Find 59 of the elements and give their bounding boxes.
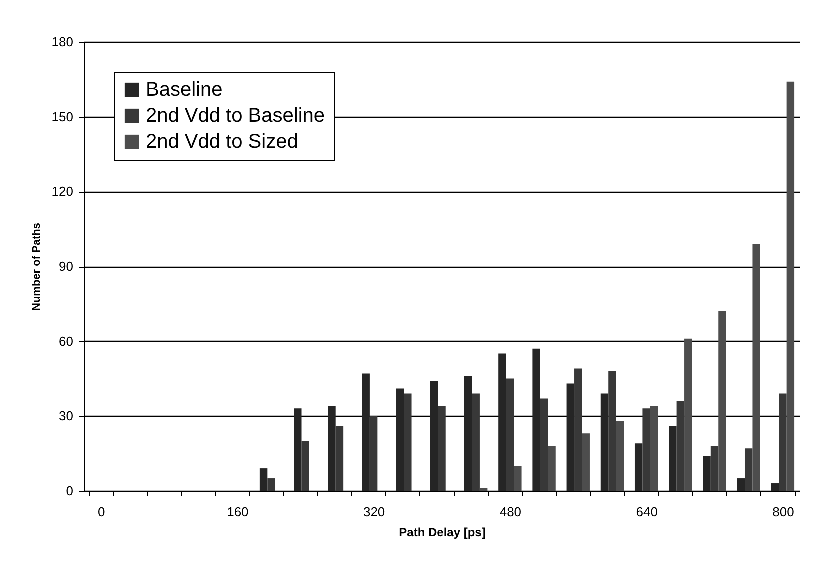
bar bbox=[574, 368, 582, 491]
legend-label: 2nd Vdd to Sized bbox=[146, 131, 298, 153]
bar bbox=[634, 444, 643, 491]
bar bbox=[370, 416, 378, 491]
y-tick-label: 60 bbox=[59, 334, 74, 349]
bar bbox=[430, 381, 438, 491]
x-tick-label: 320 bbox=[363, 504, 386, 520]
x-axis-title: Path Delay [ps] bbox=[399, 526, 486, 540]
legend-label: Baseline bbox=[146, 79, 223, 101]
bar bbox=[600, 394, 609, 491]
y-tick-label: 30 bbox=[59, 408, 74, 424]
bar bbox=[771, 484, 780, 491]
x-tick-label: 0 bbox=[98, 504, 106, 520]
bar bbox=[396, 388, 404, 491]
bar bbox=[650, 406, 658, 491]
x-tick-label: 800 bbox=[772, 504, 794, 520]
y-tick-label: 180 bbox=[52, 34, 74, 50]
bar bbox=[294, 408, 302, 491]
bar bbox=[302, 441, 310, 491]
bar bbox=[642, 408, 650, 491]
bar bbox=[710, 446, 719, 491]
bar bbox=[336, 426, 344, 491]
bar bbox=[616, 421, 624, 491]
y-tick-label: 90 bbox=[59, 259, 74, 274]
bar bbox=[498, 354, 506, 491]
bar bbox=[737, 478, 745, 491]
x-tick-label: 160 bbox=[227, 504, 249, 520]
bar bbox=[506, 378, 514, 491]
bar bbox=[786, 82, 795, 491]
bar bbox=[548, 446, 556, 491]
bar bbox=[752, 244, 760, 491]
bar bbox=[718, 311, 726, 491]
x-tick-label: 480 bbox=[500, 504, 522, 520]
bar bbox=[744, 448, 753, 491]
y-axis-title: Number of Paths bbox=[30, 222, 43, 312]
y-tick-label: 120 bbox=[52, 184, 74, 200]
x-tick-label: 640 bbox=[636, 504, 658, 520]
legend-label: 2nd Vdd to Baseline bbox=[146, 105, 326, 127]
bar bbox=[540, 398, 548, 491]
bar bbox=[566, 384, 575, 491]
y-tick-label: 0 bbox=[66, 484, 74, 498]
bar bbox=[779, 394, 787, 491]
bar bbox=[532, 348, 540, 491]
bar bbox=[472, 394, 480, 491]
bar bbox=[684, 338, 692, 491]
bar bbox=[676, 401, 685, 491]
bar bbox=[703, 456, 711, 491]
bar bbox=[669, 426, 677, 491]
bar bbox=[268, 478, 276, 491]
bar bbox=[582, 434, 590, 491]
bar bbox=[438, 406, 446, 491]
bar bbox=[514, 466, 522, 491]
bar bbox=[260, 468, 268, 491]
bar bbox=[464, 376, 472, 491]
bar bbox=[362, 374, 370, 491]
y-tick-label: 150 bbox=[52, 109, 74, 124]
bar bbox=[328, 406, 336, 491]
bar bbox=[404, 394, 412, 491]
bar bbox=[608, 371, 616, 491]
